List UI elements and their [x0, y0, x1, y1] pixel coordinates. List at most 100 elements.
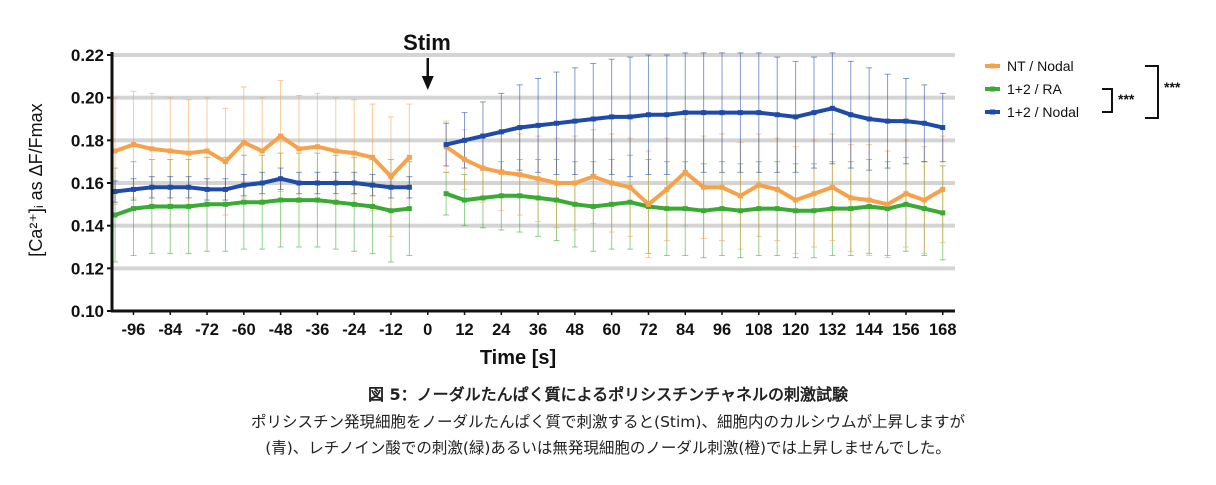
data-point — [462, 197, 468, 203]
data-point — [517, 125, 523, 131]
figure-caption-line-1: ポリシスチン発現細胞をノーダルたんぱく質で刺激すると(Stim)、細胞内のカルシ… — [251, 413, 965, 431]
stim-arrow-head — [421, 76, 434, 90]
significance-brackets: *** *** — [1102, 65, 1181, 119]
data-point — [498, 129, 504, 135]
data-point — [903, 118, 909, 124]
data-point — [222, 201, 228, 207]
data-point — [222, 186, 228, 192]
data-point — [406, 154, 412, 160]
x-tick-label: 60 — [602, 321, 620, 339]
data-point — [719, 206, 725, 212]
data-point — [480, 133, 486, 139]
data-point — [388, 208, 394, 214]
data-point — [590, 174, 596, 180]
x-tick-label: 120 — [782, 321, 810, 339]
data-point — [351, 180, 357, 186]
data-point — [737, 193, 743, 199]
data-point — [793, 197, 799, 203]
data-point — [940, 186, 946, 192]
figure-caption-title: 図 5：ノーダルたんぱく質によるポリシスチンチャネルの刺激試験 — [367, 385, 849, 404]
data-point — [314, 197, 320, 203]
data-point — [480, 195, 486, 201]
data-point — [204, 148, 210, 154]
x-tick-label: 132 — [819, 321, 847, 339]
data-point — [756, 206, 762, 212]
x-tick-label: -24 — [342, 321, 367, 339]
y-tick-label: 0.18 — [71, 131, 104, 150]
data-point — [829, 184, 835, 190]
data-point — [848, 206, 854, 212]
calcium-response-chart: 0.10 0.12 0.14 0.16 0.18 0.20 0.22 -96 -84 -72 -6… — [26, 30, 1181, 369]
data-point — [940, 210, 946, 216]
data-point — [609, 180, 615, 186]
x-tick-label: -12 — [379, 321, 403, 339]
x-tick-label: 12 — [455, 321, 473, 339]
data-point — [462, 137, 468, 143]
data-point — [682, 169, 688, 175]
legend: NT / Nodal 1+2 / RA 1+2 / Nodal — [985, 58, 1079, 120]
data-point — [498, 193, 504, 199]
series-line — [445, 106, 944, 147]
data-point — [848, 195, 854, 201]
data-point — [443, 191, 449, 197]
data-point — [462, 157, 468, 163]
stim-label: Stim — [403, 30, 451, 55]
data-point — [774, 112, 780, 118]
data-point — [498, 169, 504, 175]
error-bars — [112, 52, 946, 263]
data-point — [241, 199, 247, 205]
y-tick-label: 0.12 — [71, 259, 104, 278]
data-point — [222, 159, 228, 165]
data-point — [149, 203, 155, 209]
x-tick-label: 0 — [423, 321, 432, 339]
data-point — [609, 114, 615, 120]
data-point — [848, 112, 854, 118]
data-point — [112, 148, 118, 154]
data-point — [333, 180, 339, 186]
data-point — [811, 110, 817, 116]
figure-caption-line-2: (青)、レチノイン酸での刺激(緑)あるいは無発現細胞のノーダル刺激(橙)では上昇… — [265, 439, 951, 457]
data-point — [535, 122, 541, 128]
x-tick-label: 156 — [892, 321, 920, 339]
data-point — [756, 110, 762, 116]
data-point — [204, 186, 210, 192]
significance-mark: *** — [1164, 79, 1181, 95]
data-point — [333, 199, 339, 205]
data-point — [811, 191, 817, 197]
data-point — [535, 195, 541, 201]
data-point — [370, 203, 376, 209]
data-point — [296, 146, 302, 152]
data-point — [793, 208, 799, 214]
data-point — [774, 186, 780, 192]
data-point — [406, 184, 412, 190]
data-point — [811, 208, 817, 214]
data-point — [149, 184, 155, 190]
legend-marker — [990, 86, 995, 92]
x-tick-label: 168 — [929, 321, 957, 339]
data-point — [167, 148, 173, 154]
data-point — [866, 203, 872, 209]
y-tick-label: 0.10 — [71, 302, 104, 321]
data-point — [645, 201, 651, 207]
data-point — [719, 110, 725, 116]
significance-mark: *** — [1118, 91, 1135, 107]
data-point — [682, 110, 688, 116]
data-point — [406, 206, 412, 212]
series-line — [444, 145, 944, 207]
data-point — [517, 171, 523, 177]
y-tick-label: 0.22 — [71, 46, 104, 65]
data-point — [866, 116, 872, 122]
data-point — [388, 174, 394, 180]
data-point — [774, 206, 780, 212]
data-point — [627, 114, 633, 120]
data-point — [885, 118, 891, 124]
data-point — [701, 184, 707, 190]
data-point — [829, 105, 835, 111]
data-point — [737, 208, 743, 214]
data-point — [609, 201, 615, 207]
data-point — [682, 206, 688, 212]
x-tick-label: 72 — [639, 321, 657, 339]
legend-label: 1+2 / Nodal — [1007, 104, 1079, 120]
data-point — [590, 203, 596, 209]
data-point — [921, 197, 927, 203]
